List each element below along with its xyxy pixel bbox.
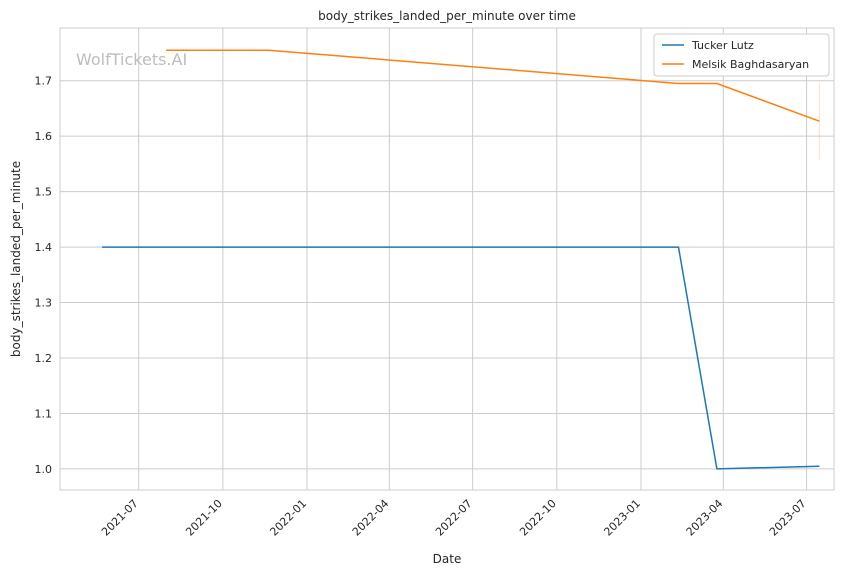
y-tick-label: 1.5 <box>35 186 53 199</box>
y-tick-label: 1.6 <box>35 130 53 143</box>
y-tick-label: 1.1 <box>35 407 53 420</box>
chart-title: body_strikes_landed_per_minute over time <box>318 9 576 23</box>
watermark: WolfTickets.AI <box>76 50 187 69</box>
legend: Tucker Lutz Melsik Baghdasaryan <box>653 33 830 77</box>
y-tick-label: 1.0 <box>35 463 53 476</box>
legend-box <box>653 33 830 77</box>
series-line-1 <box>102 246 820 470</box>
y-tick-label: 1.7 <box>35 75 53 88</box>
plot-frame <box>59 27 835 491</box>
y-tick-label: 1.3 <box>35 297 53 310</box>
legend-entry-label: Tucker Lutz <box>691 39 754 52</box>
legend-entry-label: Melsik Baghdasaryan <box>692 58 809 71</box>
x-axis-label: Date <box>433 552 462 566</box>
y-tick-labels: 1.0 1.1 1.2 1.3 1.4 1.5 1.6 1.7 <box>35 75 53 476</box>
series-line-2 <box>166 49 820 122</box>
y-axis-label: body_strikes_landed_per_minute <box>9 161 23 357</box>
y-tick-label: 1.2 <box>35 352 53 365</box>
series-layer <box>102 49 820 470</box>
y-tick-label: 1.4 <box>35 241 53 254</box>
